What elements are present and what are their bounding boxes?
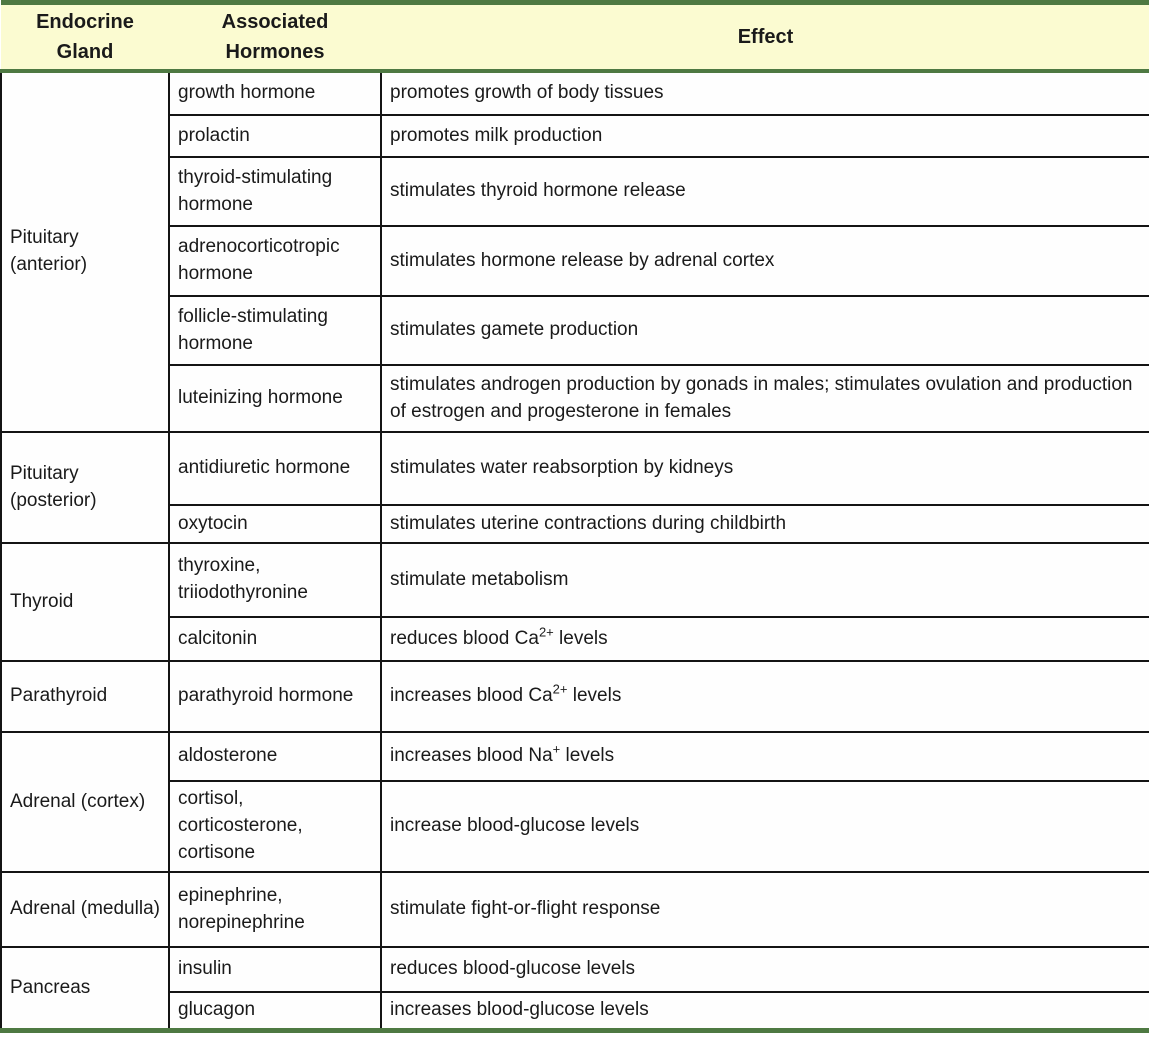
superscript-ion-charge: 2+ [552,681,568,697]
table-body: Pituitary (anterior) growth hormone prom… [0,70,1149,1032]
effect-cell: stimulates hormone release by adrenal co… [380,225,1149,297]
hormone-cell: follicle-stimulating hormone [168,295,382,366]
hormone-cell: calcitonin [168,616,382,662]
hormone-cell: aldosterone [168,731,382,782]
gland-cell: Pancreas [0,946,170,1032]
table-row: oxytocin stimulates uterine contractions… [1,504,1149,544]
effect-cell: stimulates thyroid hormone release [380,156,1149,227]
gland-cell: Parathyroid [0,660,170,733]
effect-cell: increases blood Ca2+ levels [380,660,1149,733]
effect-text: levels [567,685,622,706]
superscript-ion-charge: 2+ [538,624,554,640]
table-row: luteinizing hormone stimulates androgen … [1,364,1149,433]
effect-cell: stimulate metabolism [380,542,1149,618]
table-row: follicle-stimulating hormone stimulates … [1,295,1149,366]
effect-text: increases blood Na [390,745,553,766]
gland-cell: Pituitary (posterior) [0,431,170,544]
table-row: cortisol, corticosterone, cortisone incr… [1,780,1149,873]
table-row: Parathyroid parathyroid hormone increase… [0,660,1149,733]
table-row: Thyroid thyroxine, triiodothyronine stim… [0,542,1149,662]
effect-cell: increases blood Na+ levels [380,731,1149,782]
effect-cell: reduces blood-glucose levels [380,946,1149,993]
hormone-cell: growth hormone [168,70,382,116]
effect-cell: increase blood-glucose levels [380,780,1149,873]
effect-text: levels [560,745,615,766]
hormone-cell: glucagon [168,991,382,1032]
effect-cell: stimulates uterine contractions during c… [380,504,1149,544]
table-row: glucagon increases blood-glucose levels [1,991,1149,1032]
table-row: prolactin promotes milk production [1,114,1149,158]
table-row: thyroid-stimulating hormone stimulates t… [1,156,1149,227]
table-header: Endocrine Gland Associated Hormones Effe… [1,2,1149,73]
effect-cell: promotes growth of body tissues [380,70,1149,116]
effect-cell: stimulates gamete production [380,295,1149,366]
hormone-cell: parathyroid hormone [168,660,382,733]
hormone-cell: adrenocorticotropic hormone [168,225,382,297]
effect-cell: stimulates water reabsorption by kidneys [380,431,1149,506]
table-row: Adrenal (medulla) epinephrine, norepinep… [0,871,1149,948]
table-row: Pancreas insulin reduces blood-glucose l… [0,946,1149,1032]
header-associated-hormones: Associated Hormones [169,2,381,73]
table-row: adrenocorticotropic hormone stimulates h… [1,225,1149,297]
superscript-ion-charge: + [552,741,561,757]
table-row: Adrenal (cortex) aldosterone increases b… [0,731,1149,873]
gland-cell: Adrenal (cortex) [0,731,170,873]
effect-cell: reduces blood Ca2+ levels [380,616,1149,662]
effect-cell: promotes milk production [380,114,1149,158]
effect-cell: increases blood-glucose levels [380,991,1149,1032]
gland-cell: Thyroid [0,542,170,662]
hormone-cell: luteinizing hormone [168,364,382,433]
table-row: calcitonin reduces blood Ca2+ levels [1,616,1149,662]
hormone-cell: cortisol, corticosterone, cortisone [168,780,382,873]
hormone-cell: prolactin [168,114,382,158]
hormone-cell: insulin [168,946,382,993]
hormone-cell: thyroxine, triiodothyronine [168,542,382,618]
effect-cell: stimulates androgen production by gonads… [380,364,1149,433]
gland-cell: Adrenal (medulla) [0,871,170,948]
table-row: Pituitary (anterior) growth hormone prom… [0,70,1149,433]
effect-text: levels [553,627,608,649]
hormone-cell: oxytocin [168,504,382,544]
effect-text: increases blood Ca [390,685,553,706]
effect-text: reduces blood Ca [390,627,539,649]
hormone-cell: epinephrine, norepinephrine [168,871,382,948]
hormone-cell: antidiuretic hormone [168,431,382,506]
table-row: Pituitary (posterior) antidiuretic hormo… [0,431,1149,544]
header-effect: Effect [381,2,1149,73]
hormone-cell: thyroid-stimulating hormone [168,156,382,227]
header-endocrine-gland: Endocrine Gland [1,2,169,73]
gland-cell: Pituitary (anterior) [0,70,170,433]
effect-cell: stimulate fight-or-flight response [380,871,1149,948]
